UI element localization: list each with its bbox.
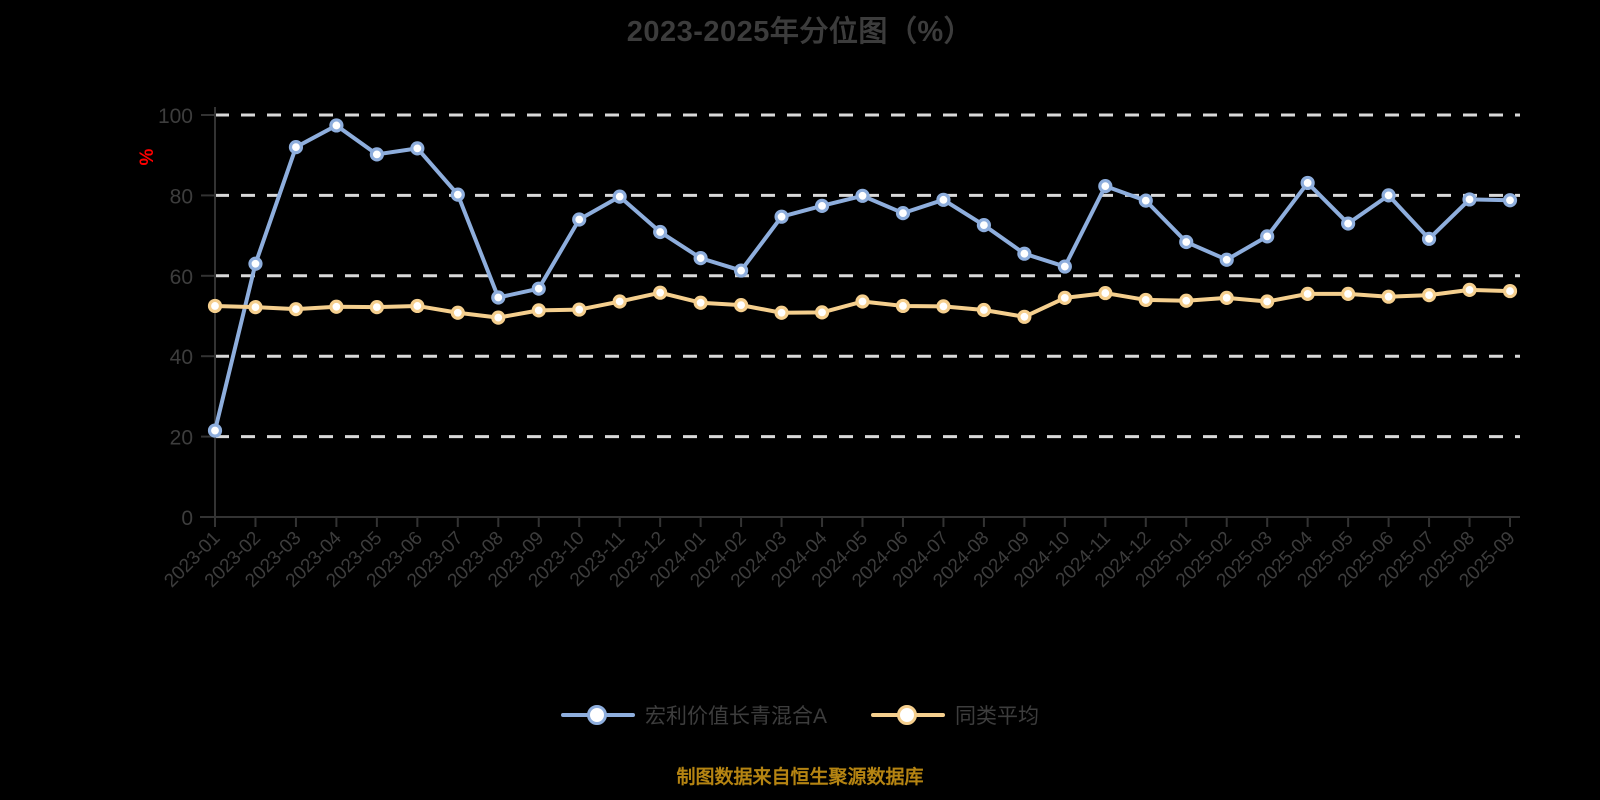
data-point[interactable] [1057, 290, 1072, 306]
data-point[interactable] [248, 300, 263, 315]
y-axis-ticks-group: 0 20 40 60 80 100 [158, 105, 215, 530]
data-point[interactable] [329, 118, 344, 133]
chart-legend: 宏利价值长青混合A 同类平均 [0, 700, 1600, 730]
data-point[interactable] [1017, 246, 1032, 261]
data-point[interactable] [1341, 286, 1356, 301]
y-axis-unit-label: % [137, 148, 158, 165]
y-axis-tick-label: 60 [170, 266, 193, 289]
data-point[interactable] [450, 187, 465, 202]
data-point[interactable] [491, 290, 506, 305]
data-point[interactable] [1300, 175, 1315, 191]
gridlines-group [215, 113, 1520, 439]
y-axis-tick-label: 20 [170, 427, 193, 450]
data-point[interactable] [895, 298, 911, 314]
data-point[interactable] [207, 298, 223, 314]
data-point[interactable] [976, 218, 992, 233]
data-point[interactable] [1462, 282, 1477, 297]
data-point[interactable] [491, 310, 506, 325]
data-point[interactable] [855, 188, 870, 203]
data-point[interactable] [936, 299, 951, 314]
data-point[interactable] [1381, 289, 1396, 304]
data-point[interactable] [288, 302, 304, 317]
data-point[interactable] [1260, 294, 1275, 309]
data-point[interactable] [976, 302, 992, 318]
data-point[interactable] [1300, 286, 1315, 301]
data-point[interactable] [1179, 293, 1194, 308]
legend-marker-fund [560, 702, 635, 728]
data-point[interactable] [733, 298, 749, 313]
data-point[interactable] [1138, 193, 1153, 208]
data-point[interactable] [410, 298, 425, 314]
data-point[interactable] [733, 263, 749, 278]
data-point[interactable] [531, 281, 546, 296]
data-point[interactable] [1502, 283, 1518, 299]
data-point[interactable] [1421, 287, 1437, 303]
data-point[interactable] [1098, 179, 1113, 194]
data-point[interactable] [693, 295, 708, 310]
data-point[interactable] [207, 423, 223, 438]
data-point[interactable] [410, 141, 425, 156]
data-point[interactable] [1381, 188, 1396, 203]
data-point[interactable] [774, 209, 789, 224]
y-axis-tick-label: 40 [170, 346, 193, 369]
data-point[interactable] [1057, 259, 1072, 274]
y-axis-tick-label: 100 [158, 105, 193, 128]
series-lines-group [207, 118, 1518, 438]
data-point[interactable] [531, 303, 546, 318]
data-point[interactable] [572, 212, 587, 227]
data-point[interactable] [1179, 234, 1194, 250]
data-point[interactable] [814, 198, 830, 213]
data-point[interactable] [572, 302, 587, 317]
y-axis-unit-group: % [137, 148, 158, 165]
data-point[interactable] [248, 256, 263, 271]
data-point[interactable] [693, 251, 708, 266]
legend-marker-average [871, 702, 945, 728]
data-point[interactable] [1502, 193, 1518, 208]
axes-group [200, 107, 1520, 518]
data-point[interactable] [855, 294, 870, 309]
data-point[interactable] [814, 305, 830, 320]
data-point[interactable] [1138, 292, 1153, 308]
data-point[interactable] [329, 299, 344, 314]
legend-item-fund[interactable]: 宏利价值长青混合A [560, 700, 827, 730]
data-point[interactable] [936, 192, 951, 207]
chart-title: 2023-2025年分位图（%） [626, 16, 974, 48]
data-point[interactable] [1462, 192, 1477, 207]
data-point[interactable] [1017, 309, 1032, 324]
data-point[interactable] [1421, 231, 1437, 246]
data-point[interactable] [369, 147, 384, 162]
legend-label-fund: 宏利价值长青混合A [644, 705, 827, 728]
data-point[interactable] [450, 305, 465, 320]
y-axis-tick-label: 80 [170, 185, 193, 208]
data-point[interactable] [1260, 229, 1275, 244]
line-chart-plot: 0 20 40 60 80 100 2023-012023-022023-032023-0… [137, 105, 1520, 592]
data-point[interactable] [895, 205, 911, 221]
data-point[interactable] [774, 305, 789, 320]
data-point[interactable] [1219, 252, 1234, 267]
data-point[interactable] [612, 294, 627, 309]
data-point[interactable] [1219, 290, 1234, 306]
y-axis-tick-label: 0 [181, 507, 193, 530]
x-axis-ticks-group: 2023-012023-022023-032023-042023-052023-… [160, 517, 1520, 592]
data-point[interactable] [1098, 285, 1113, 301]
legend-item-average[interactable]: 同类平均 [871, 700, 1039, 730]
chart-footnote: 制图数据来自恒生聚源数据库 [676, 767, 924, 788]
data-point[interactable] [369, 300, 384, 315]
data-point[interactable] [288, 140, 304, 155]
series-line-fund [213, 123, 1512, 433]
data-point[interactable] [653, 224, 668, 240]
data-point[interactable] [1341, 216, 1356, 231]
data-point[interactable] [653, 285, 668, 300]
legend-label-average: 同类平均 [955, 705, 1039, 728]
data-point[interactable] [612, 189, 627, 204]
